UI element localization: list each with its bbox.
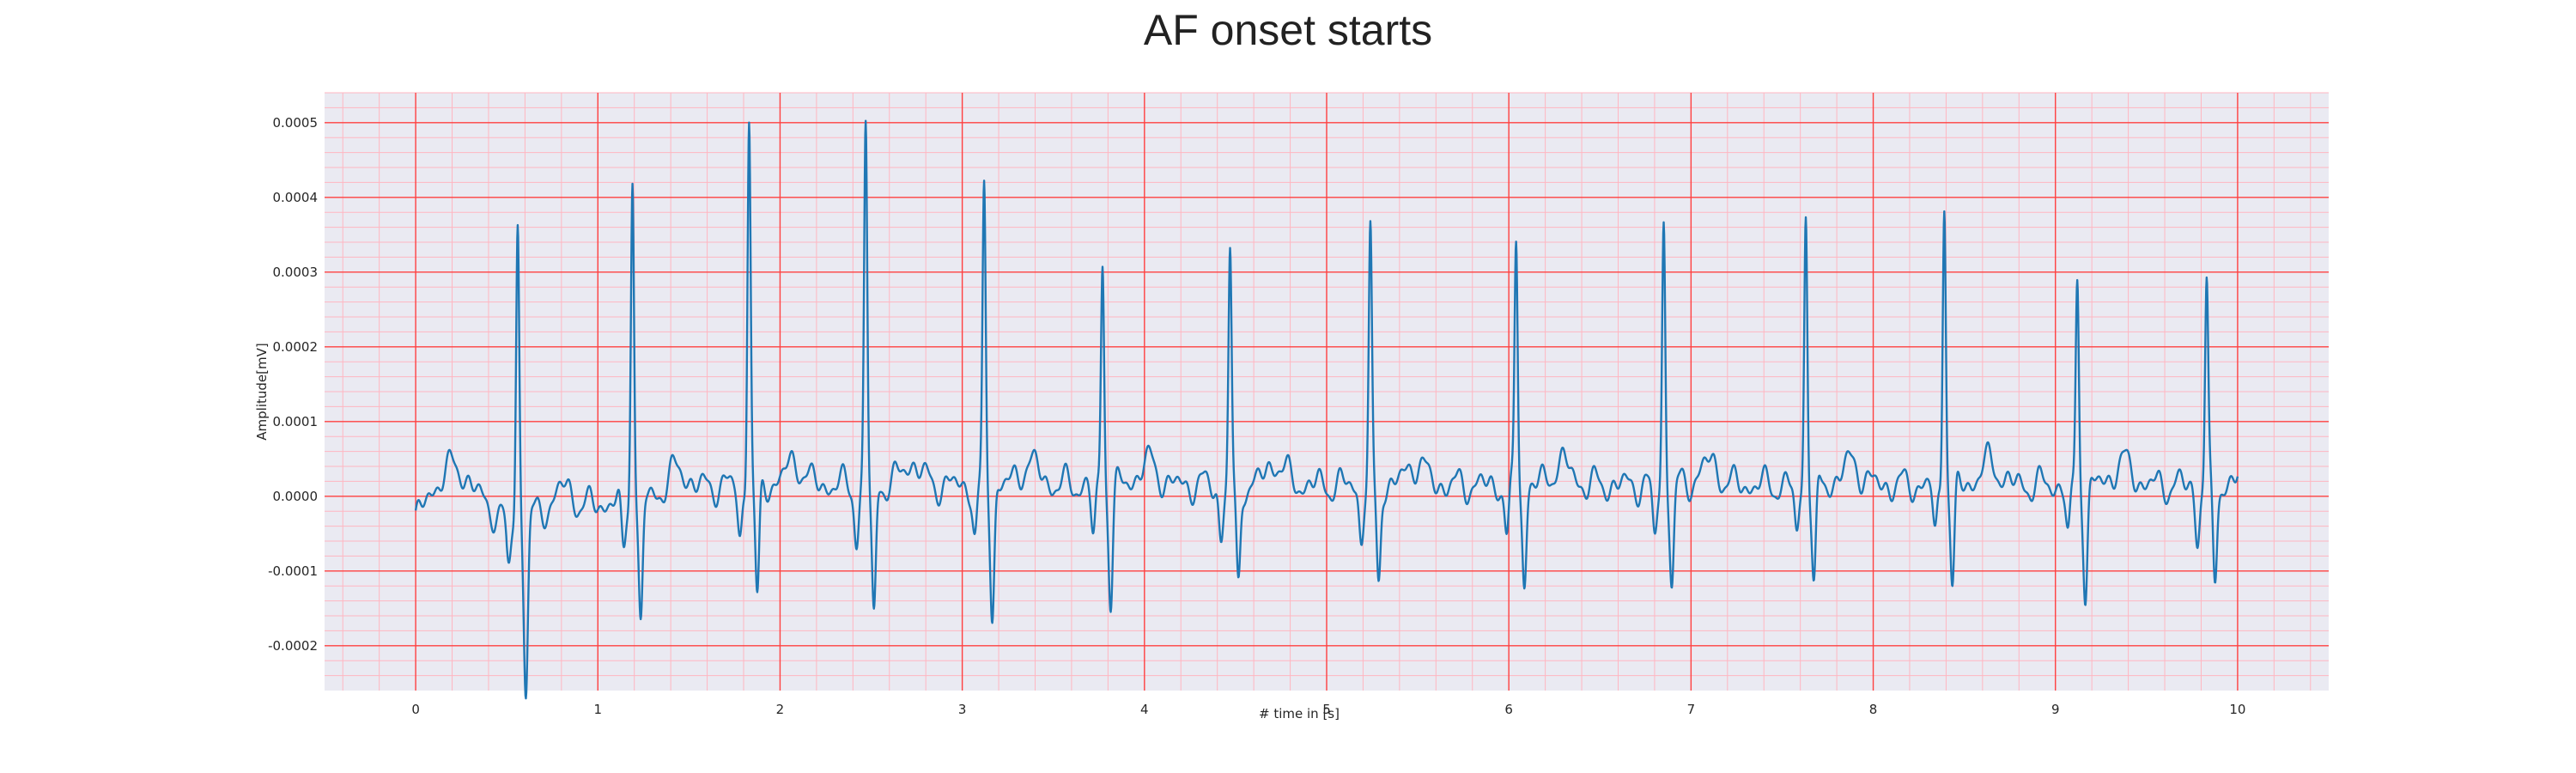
y-tick-label: 0.0005 (273, 115, 319, 131)
x-tick-label: 7 (1687, 702, 1696, 717)
series-line (414, 119, 2239, 700)
x-tick-label: 3 (958, 702, 967, 717)
major-grid (325, 93, 2329, 691)
x-axis-ticks: 0 1 2 3 4 5 6 7 8 9 10 (411, 702, 2245, 717)
y-tick-label: 0.0003 (273, 265, 319, 280)
y-tick-label: 0.0004 (273, 190, 319, 205)
y-tick-label: -0.0001 (268, 563, 318, 579)
y-tick-label: 0.0000 (273, 489, 319, 504)
x-tick-label: 8 (1869, 702, 1878, 717)
x-tick-label: 2 (776, 702, 785, 717)
x-tick-label: 10 (2229, 702, 2245, 717)
x-tick-label: 6 (1504, 702, 1513, 717)
x-tick-label: 5 (1322, 702, 1331, 717)
x-axis-label: # time in [s] (1259, 706, 1340, 721)
x-tick-label: 1 (593, 702, 602, 717)
y-tick-label: -0.0002 (268, 638, 318, 654)
y-axis-label: Amplitude[mV] (254, 343, 270, 440)
y-axis-ticks: -0.0002 -0.0001 0.0000 0.0001 0.0002 0.0003 0.… (268, 115, 318, 654)
y-tick-label: 0.0001 (273, 414, 319, 429)
x-tick-label: 0 (411, 702, 420, 717)
y-tick-label: 0.0002 (273, 339, 319, 355)
x-tick-label: 4 (1140, 702, 1149, 717)
x-tick-label: 9 (2051, 702, 2060, 717)
chart-title: AF onset starts (1144, 6, 1432, 54)
